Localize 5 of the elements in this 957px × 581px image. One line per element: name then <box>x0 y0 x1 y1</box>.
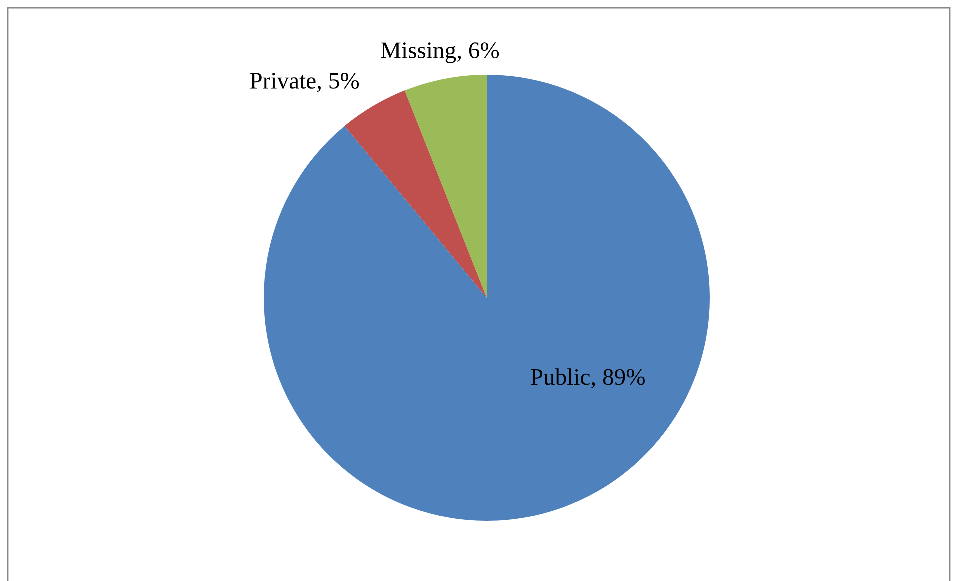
slice-label: Missing, 6% <box>381 42 500 64</box>
pie-slice <box>344 90 487 298</box>
pie-slice <box>404 75 487 298</box>
slice-label: Public, 89% <box>531 368 645 389</box>
slice-label: Private, 5% <box>250 72 360 92</box>
